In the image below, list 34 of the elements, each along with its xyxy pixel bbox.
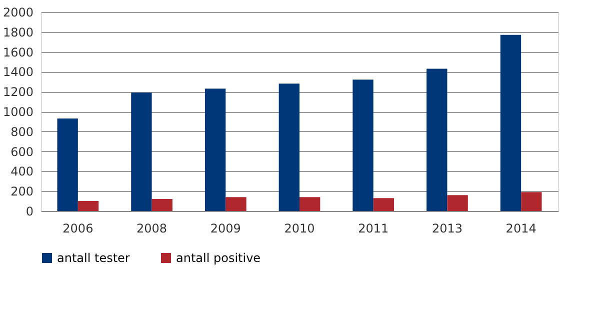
y-tick-label: 400 bbox=[10, 164, 34, 179]
y-tick-label: 1400 bbox=[2, 65, 34, 80]
bar bbox=[352, 80, 374, 211]
y-tick-label: 1600 bbox=[2, 45, 34, 60]
bar bbox=[373, 198, 394, 211]
y-tick-label: 2000 bbox=[2, 6, 34, 20]
x-tick-label: 2010 bbox=[284, 222, 315, 236]
bar bbox=[500, 34, 522, 211]
x-tick-label: 2009 bbox=[210, 222, 241, 236]
y-tick-label: 1800 bbox=[2, 25, 34, 40]
bar bbox=[521, 192, 542, 211]
bar bbox=[226, 197, 246, 211]
x-tick-label: 2011 bbox=[358, 222, 389, 236]
y-tick-label: 200 bbox=[10, 184, 34, 199]
legend-label: antall positive bbox=[176, 251, 261, 265]
bar bbox=[57, 118, 78, 211]
bar bbox=[78, 201, 99, 211]
bar bbox=[204, 88, 226, 211]
y-tick-label: 600 bbox=[10, 144, 34, 159]
x-tick-label: 2006 bbox=[62, 222, 94, 236]
bar bbox=[447, 195, 468, 211]
bar bbox=[131, 92, 152, 211]
y-tick-label: 800 bbox=[10, 124, 34, 139]
bar bbox=[152, 199, 172, 211]
y-tick-label: 1200 bbox=[2, 85, 34, 100]
x-tick-label: 2013 bbox=[432, 222, 462, 236]
legend-label: antall tester bbox=[57, 251, 130, 265]
y-tick-label: 1000 bbox=[2, 105, 34, 119]
y-tick-label: 0 bbox=[26, 204, 34, 218]
bar bbox=[278, 84, 300, 211]
bar bbox=[300, 197, 320, 211]
x-tick-label: 2008 bbox=[136, 222, 168, 236]
bar bbox=[426, 68, 448, 211]
x-tick-label: 2014 bbox=[506, 222, 536, 236]
